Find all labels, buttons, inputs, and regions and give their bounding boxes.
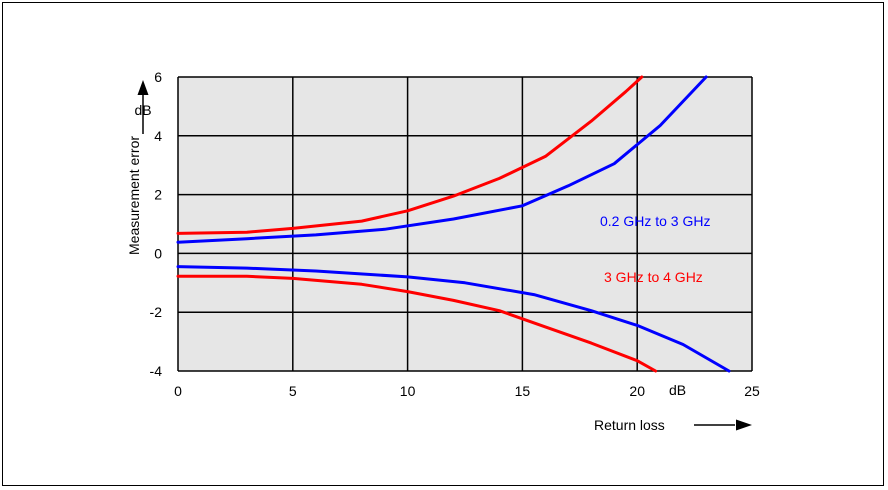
y-tick-label-1: -2	[150, 304, 163, 320]
x-axis-label: Return loss	[594, 417, 665, 433]
series-label-0: 0.2 GHz to 3 GHz	[600, 213, 710, 229]
x-tick-label-3: 15	[515, 383, 531, 399]
series-1-upper-line	[176, 75, 644, 235]
series-0-upper-line	[176, 75, 708, 244]
plot-area	[178, 77, 752, 371]
series-label-1: 3 GHz to 4 GHz	[604, 269, 703, 285]
x-tick-label-2: 10	[400, 383, 416, 399]
x-tick-label-4: 20	[629, 383, 645, 399]
series-lines	[176, 75, 731, 373]
series-0-lower-line	[176, 265, 731, 373]
series-1-lower-line	[176, 274, 658, 373]
x-axis-arrow-icon	[694, 419, 752, 431]
y-tick-label-4: 4	[154, 128, 162, 144]
x-tick-label-5: 25	[744, 383, 760, 399]
y-tick-label-3: 2	[154, 187, 162, 203]
y-tick-labels: -4 -2 0 2 4 6	[150, 69, 163, 379]
y-tick-label-5: 6	[154, 69, 162, 85]
y-tick-label-0: -4	[150, 363, 163, 379]
x-unit-label: dB	[669, 382, 686, 398]
y-axis-arrow-icon	[137, 80, 149, 134]
x-tick-label-0: 0	[174, 383, 182, 399]
x-tick-label-1: 5	[289, 383, 297, 399]
x-tick-labels: 0 5 10 15 20 25	[174, 383, 760, 399]
y-tick-label-2: 0	[154, 245, 162, 261]
y-axis-label: Measurement error	[126, 136, 142, 255]
